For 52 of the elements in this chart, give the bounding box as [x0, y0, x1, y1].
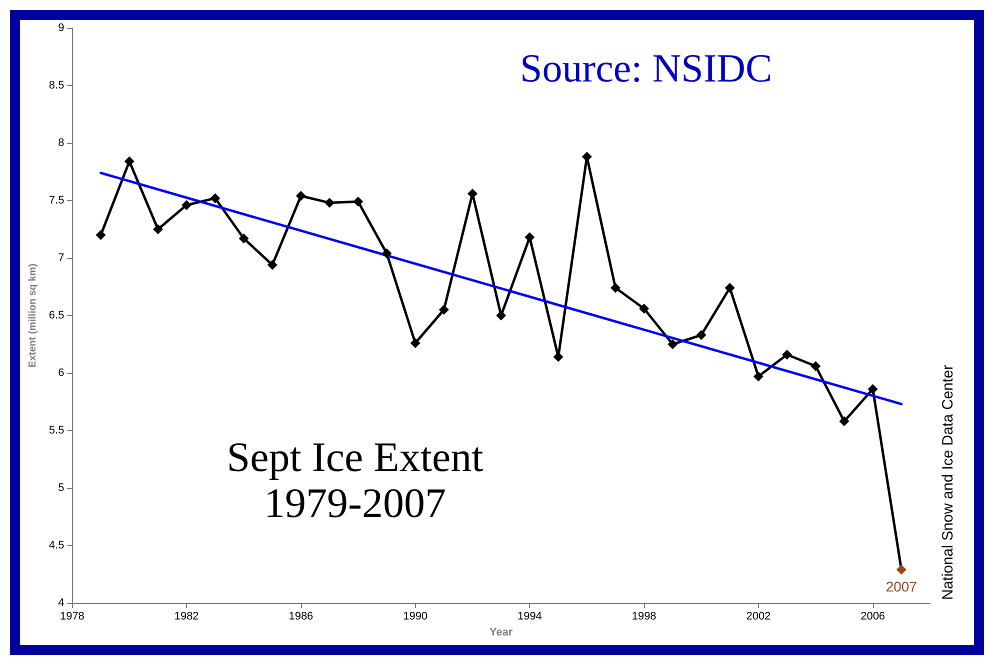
point	[267, 260, 278, 270]
y-tick-label: 8	[58, 137, 64, 149]
point	[353, 196, 364, 207]
point	[810, 361, 821, 372]
x-axis-title: Year	[489, 626, 514, 638]
y-tick-label: 6.5	[48, 310, 64, 322]
x-tick-label: 2002	[746, 610, 771, 622]
point	[868, 384, 878, 394]
y-tick-label: 4	[58, 597, 64, 609]
point	[182, 200, 192, 210]
y-tick-label: 7	[58, 252, 64, 264]
point	[668, 339, 678, 350]
annotation: 2007	[886, 578, 918, 595]
y-tick-label: 7.5	[48, 194, 64, 206]
text: National Snow and Ice Data Center	[940, 364, 956, 600]
y-tick-label: 6	[58, 367, 64, 379]
y-axis-title: Extent (million sq km)	[28, 264, 38, 368]
point	[839, 416, 850, 426]
point	[296, 190, 306, 201]
x-tick-label: 1986	[288, 610, 314, 622]
y-tick-label: 4.5	[48, 540, 64, 552]
x-tick-label: 1998	[632, 610, 656, 622]
y-tick-label: 8.5	[48, 80, 64, 92]
y-tick-label: 9	[58, 22, 64, 34]
point	[124, 156, 134, 166]
y-tick-label: 5	[58, 482, 64, 494]
point	[753, 371, 764, 382]
point	[410, 338, 420, 348]
text: Sept Ice Extent 1979-2007	[226, 435, 484, 527]
point	[610, 282, 620, 293]
x-tick-label: 1990	[403, 610, 428, 622]
x-tick-label: 1994	[517, 610, 542, 622]
x-tick-label: 1978	[60, 610, 84, 622]
point	[382, 248, 392, 258]
point	[524, 232, 535, 242]
point	[724, 282, 735, 293]
point	[696, 330, 706, 340]
point	[152, 224, 163, 234]
point	[782, 350, 792, 360]
point	[438, 304, 449, 315]
point	[210, 193, 220, 204]
point	[582, 152, 592, 162]
annotation: Source: NSIDC	[520, 46, 772, 90]
point	[896, 564, 906, 575]
point	[238, 233, 249, 244]
point	[96, 230, 106, 240]
point	[324, 198, 335, 208]
point	[639, 304, 650, 314]
x-tick-label: 2006	[860, 610, 886, 622]
point	[496, 310, 506, 320]
y-tick-label: 5.5	[48, 424, 64, 436]
x-tick-label: 1982	[174, 610, 199, 622]
